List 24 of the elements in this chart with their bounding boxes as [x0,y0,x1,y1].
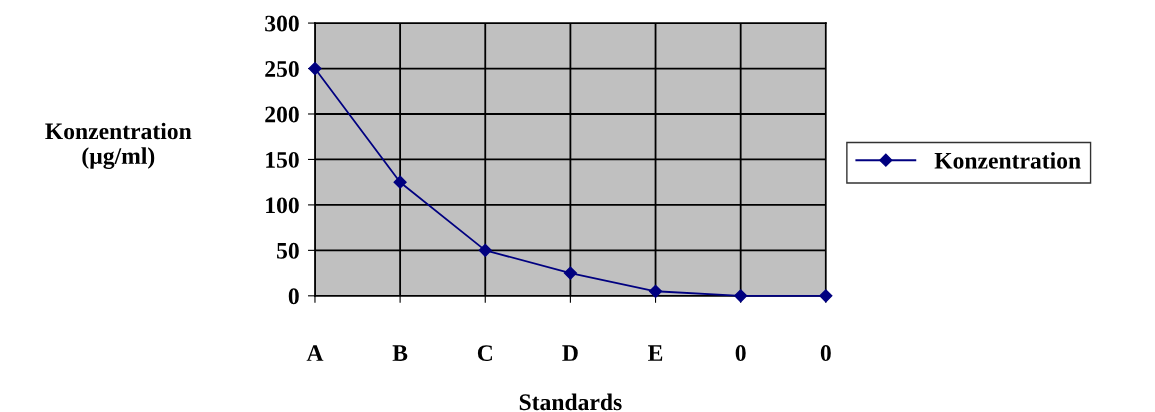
x-tick-label: E [648,345,663,361]
y-tick-label: 150 [266,151,299,168]
x-tick-label: 0 [735,345,746,362]
x-tick-label: D [562,345,578,361]
point [563,266,577,280]
point [648,284,663,298]
x-axis-title: Standards [519,393,622,411]
point [734,289,748,303]
y-axis-title: Konzentration (µg/ml) [45,122,192,169]
y-tick-label: 0 [288,288,299,305]
point [819,289,833,303]
x-tick-label: B [392,345,408,361]
point [393,175,407,189]
y-tick-label: 50 [277,242,299,259]
point [478,243,492,257]
x-tick-label: C [477,345,492,362]
y-tick-label: 100 [266,197,299,214]
point [308,61,322,76]
y-tick-label: 300 [265,15,299,32]
y-tick-label: 250 [265,61,299,77]
x-tick-label: A [306,345,324,361]
legend-label: Konzentration [934,152,1081,169]
x-tick-label: 0 [820,345,831,362]
y-tick-label: 200 [265,106,299,123]
